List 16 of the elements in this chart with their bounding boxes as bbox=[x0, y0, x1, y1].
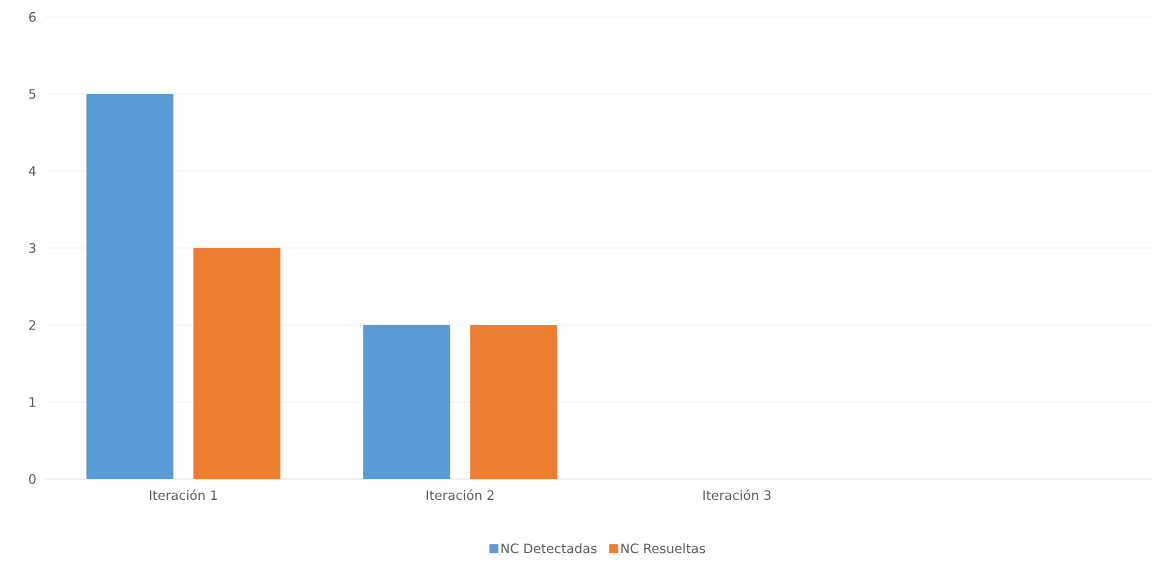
x-tick-label: Iteración 1 bbox=[149, 489, 217, 501]
legend-label: NC Detectadas bbox=[501, 543, 597, 554]
y-tick-label: 4 bbox=[28, 166, 36, 176]
y-tick-label: 0 bbox=[29, 474, 36, 484]
y-tick-label: 5 bbox=[29, 89, 36, 99]
y-tick-label: 2 bbox=[29, 320, 36, 330]
bar bbox=[86, 94, 174, 479]
y-tick-label: 3 bbox=[29, 243, 36, 253]
legend-label: NC Resueltas bbox=[621, 543, 706, 554]
x-tick-label: Iteración 3 bbox=[703, 489, 771, 501]
y-tick-label: 6 bbox=[29, 12, 36, 22]
bar bbox=[470, 325, 558, 479]
y-tick-label: 1 bbox=[29, 397, 36, 407]
x-tick-label: Iteración 2 bbox=[426, 489, 494, 501]
bar bbox=[363, 325, 451, 479]
bar bbox=[193, 248, 281, 479]
